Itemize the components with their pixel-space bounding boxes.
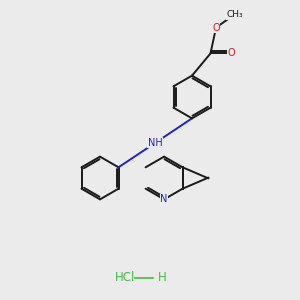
Text: NH: NH	[148, 138, 163, 148]
Text: HCl: HCl	[115, 271, 135, 284]
Text: O: O	[227, 48, 235, 59]
Text: CH₃: CH₃	[226, 10, 243, 19]
Text: O: O	[212, 22, 220, 32]
Text: H: H	[158, 271, 166, 284]
Text: N: N	[160, 194, 168, 204]
